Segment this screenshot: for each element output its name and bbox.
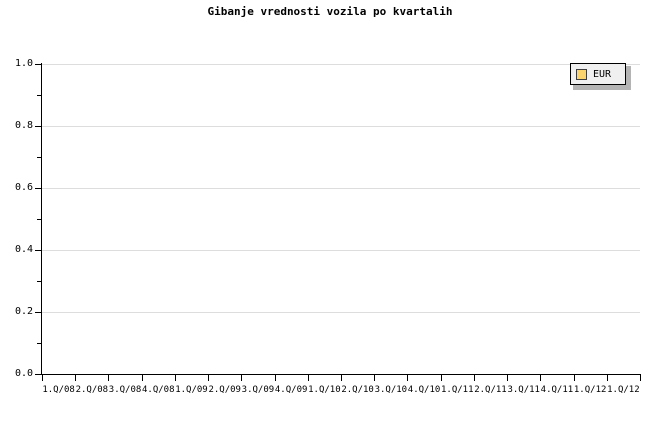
y-axis-label: 0.0 — [14, 368, 33, 379]
x-axis-label: 2.Q/08 — [75, 385, 109, 395]
x-axis-tick — [407, 375, 408, 381]
y-axis-tick-major — [35, 126, 41, 127]
x-axis-label: 4.Q/11 — [540, 385, 574, 395]
chart-legend[interactable]: EUR — [570, 63, 626, 85]
y-axis-tick-major — [35, 250, 41, 251]
y-axis-line — [41, 63, 42, 375]
y-axis-tick-major — [35, 64, 41, 65]
x-axis-tick — [208, 375, 209, 381]
y-axis-tick-minor — [37, 281, 41, 282]
y-axis-label: 0.4 — [14, 244, 33, 255]
x-axis-label: 3.Q/10 — [374, 385, 408, 395]
x-axis-tick — [75, 375, 76, 381]
x-axis-label: 3.Q/11 — [507, 385, 540, 395]
x-axis-tick — [42, 375, 43, 381]
y-axis-label: 0.2 — [14, 306, 33, 317]
x-axis-tick — [607, 375, 608, 381]
gridline — [42, 64, 640, 65]
plot-area — [42, 64, 640, 374]
y-axis-label: 0.6 — [14, 182, 33, 193]
x-axis-line — [41, 374, 641, 375]
x-axis-label: 2.Q/09 — [208, 385, 241, 395]
x-axis-tick — [507, 375, 508, 381]
x-axis-label: 4.Q/10 — [407, 385, 441, 395]
x-axis-label: 3.Q/09 — [241, 385, 275, 395]
x-axis-tick — [540, 375, 541, 381]
x-axis-label: 4.Q/08 — [142, 385, 175, 395]
y-axis-tick-minor — [37, 343, 41, 344]
y-axis-tick-major — [35, 312, 41, 313]
y-axis-label: 0.8 — [14, 120, 33, 131]
x-axis-tick — [308, 375, 309, 381]
chart-title: Gibanje vrednosti vozila po kvartalih — [207, 5, 453, 18]
x-axis-label: 4.Q/09 — [274, 385, 308, 395]
legend-swatch-eur — [576, 68, 587, 80]
x-axis-tick — [640, 375, 641, 381]
x-axis-tick — [374, 375, 375, 381]
y-axis-tick-minor — [37, 219, 41, 220]
x-axis-label: 1.Q/11 — [441, 385, 474, 395]
x-axis-label: 1.Q/12 — [607, 385, 640, 395]
x-axis-tick — [175, 375, 176, 381]
x-axis-label: 2.Q/10 — [341, 385, 374, 395]
x-axis-tick — [275, 375, 276, 381]
gridline — [42, 250, 640, 251]
x-axis-tick — [241, 375, 242, 381]
x-axis-label: 1.Q/12 — [573, 385, 607, 395]
gridline — [42, 126, 640, 127]
x-axis-tick — [574, 375, 575, 381]
gridline — [42, 312, 640, 313]
x-axis-label: 1.Q/10 — [308, 385, 341, 395]
y-axis-tick-minor — [37, 157, 41, 158]
legend-label-eur: EUR — [593, 68, 612, 80]
gridline — [42, 188, 640, 189]
x-axis-label: 1.Q/09 — [175, 385, 208, 395]
y-axis-tick-minor — [37, 95, 41, 96]
x-axis-tick — [441, 375, 442, 381]
x-axis-label: 2.Q/11 — [474, 385, 507, 395]
y-axis-tick-major — [35, 188, 41, 189]
x-axis-tick — [474, 375, 475, 381]
x-axis-tick — [341, 375, 342, 381]
y-axis-label: 1.0 — [14, 58, 33, 69]
x-axis-label: 3.Q/08 — [108, 385, 142, 395]
x-axis-tick — [108, 375, 109, 381]
x-axis-label: 1.Q/08 — [42, 385, 75, 395]
x-axis-tick — [142, 375, 143, 381]
y-axis-tick-major — [35, 374, 41, 375]
